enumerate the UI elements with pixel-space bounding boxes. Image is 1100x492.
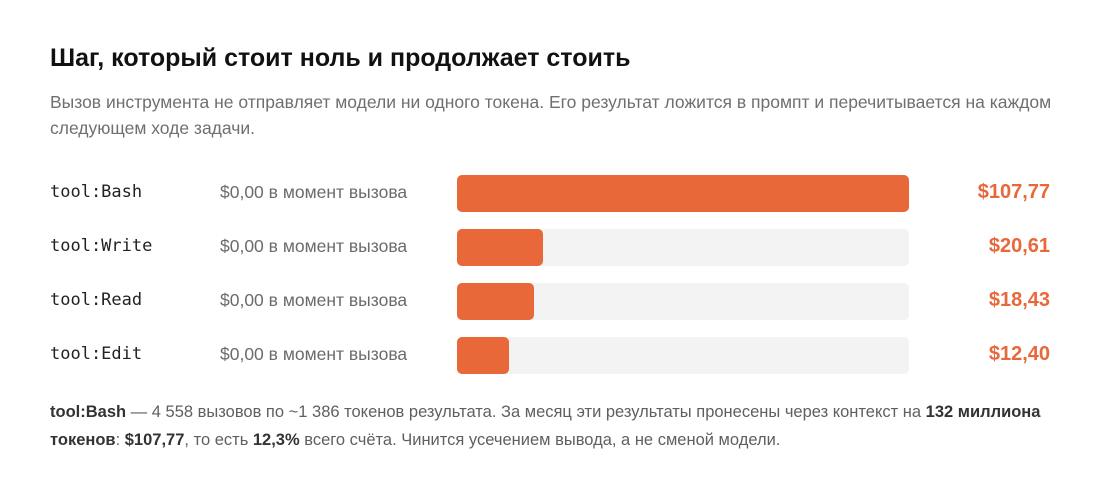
tool-label-write: tool:Write (50, 236, 153, 256)
chart-subtitle: Вызов инструмента не отправляет модели н… (50, 92, 1052, 138)
chart-title: Шаг, который стоит ноль и продолжает сто… (50, 44, 631, 72)
bar-track-bash (457, 175, 909, 212)
value-label-read: $18,43 (988, 289, 1050, 311)
footnote-text-2: : (115, 431, 125, 449)
value-label-bash: $107,77 (977, 181, 1050, 203)
footnote-text-4: всего счёта. Чинится усечением вывода, а… (299, 431, 781, 449)
tool-label-edit: tool:Edit (50, 344, 143, 364)
bar-row-bash: tool:Bash $0,00 в момент вызова $107,77 (0, 165, 1100, 219)
footnote-text-3: , то есть (184, 431, 253, 449)
bar-write (457, 229, 544, 266)
footnote-share: 12,3% (252, 431, 300, 449)
bar-edit (457, 337, 509, 374)
tool-label-read: tool:Read (50, 290, 143, 310)
footnote-tool: tool:Bash (50, 403, 127, 421)
footnote: tool:Bash — 4 558 вызовов по ~1 386 токе… (50, 398, 1060, 454)
bar-track-read (457, 283, 909, 320)
bar-row-read: tool:Read $0,00 в момент вызова $18,43 (0, 273, 1100, 327)
bar-row-write: tool:Write $0,00 в момент вызова $20,61 (0, 219, 1100, 273)
bar-track-edit (457, 337, 909, 374)
footnote-text-1: — 4 558 вызовов по ~1 386 токенов резуль… (126, 403, 926, 421)
call-cost-write: $0,00 в момент вызова (220, 236, 408, 256)
tool-label-bash: tool:Bash (50, 182, 143, 202)
value-label-write: $20,61 (988, 235, 1050, 257)
bar-bash (457, 175, 909, 212)
call-cost-edit: $0,00 в момент вызова (220, 344, 408, 364)
bar-row-edit: tool:Edit $0,00 в момент вызова $12,40 (0, 327, 1100, 381)
bar-read (457, 283, 535, 320)
bar-track-write (457, 229, 909, 266)
call-cost-read: $0,00 в момент вызова (220, 290, 408, 310)
footnote-cost: $107,77 (124, 431, 185, 449)
value-label-edit: $12,40 (988, 343, 1050, 365)
call-cost-bash: $0,00 в момент вызова (220, 182, 408, 202)
footnote-tokens: 132 миллиона токенов (50, 403, 1041, 449)
bar-chart: tool:Bash $0,00 в момент вызова $107,77 … (0, 165, 1100, 385)
